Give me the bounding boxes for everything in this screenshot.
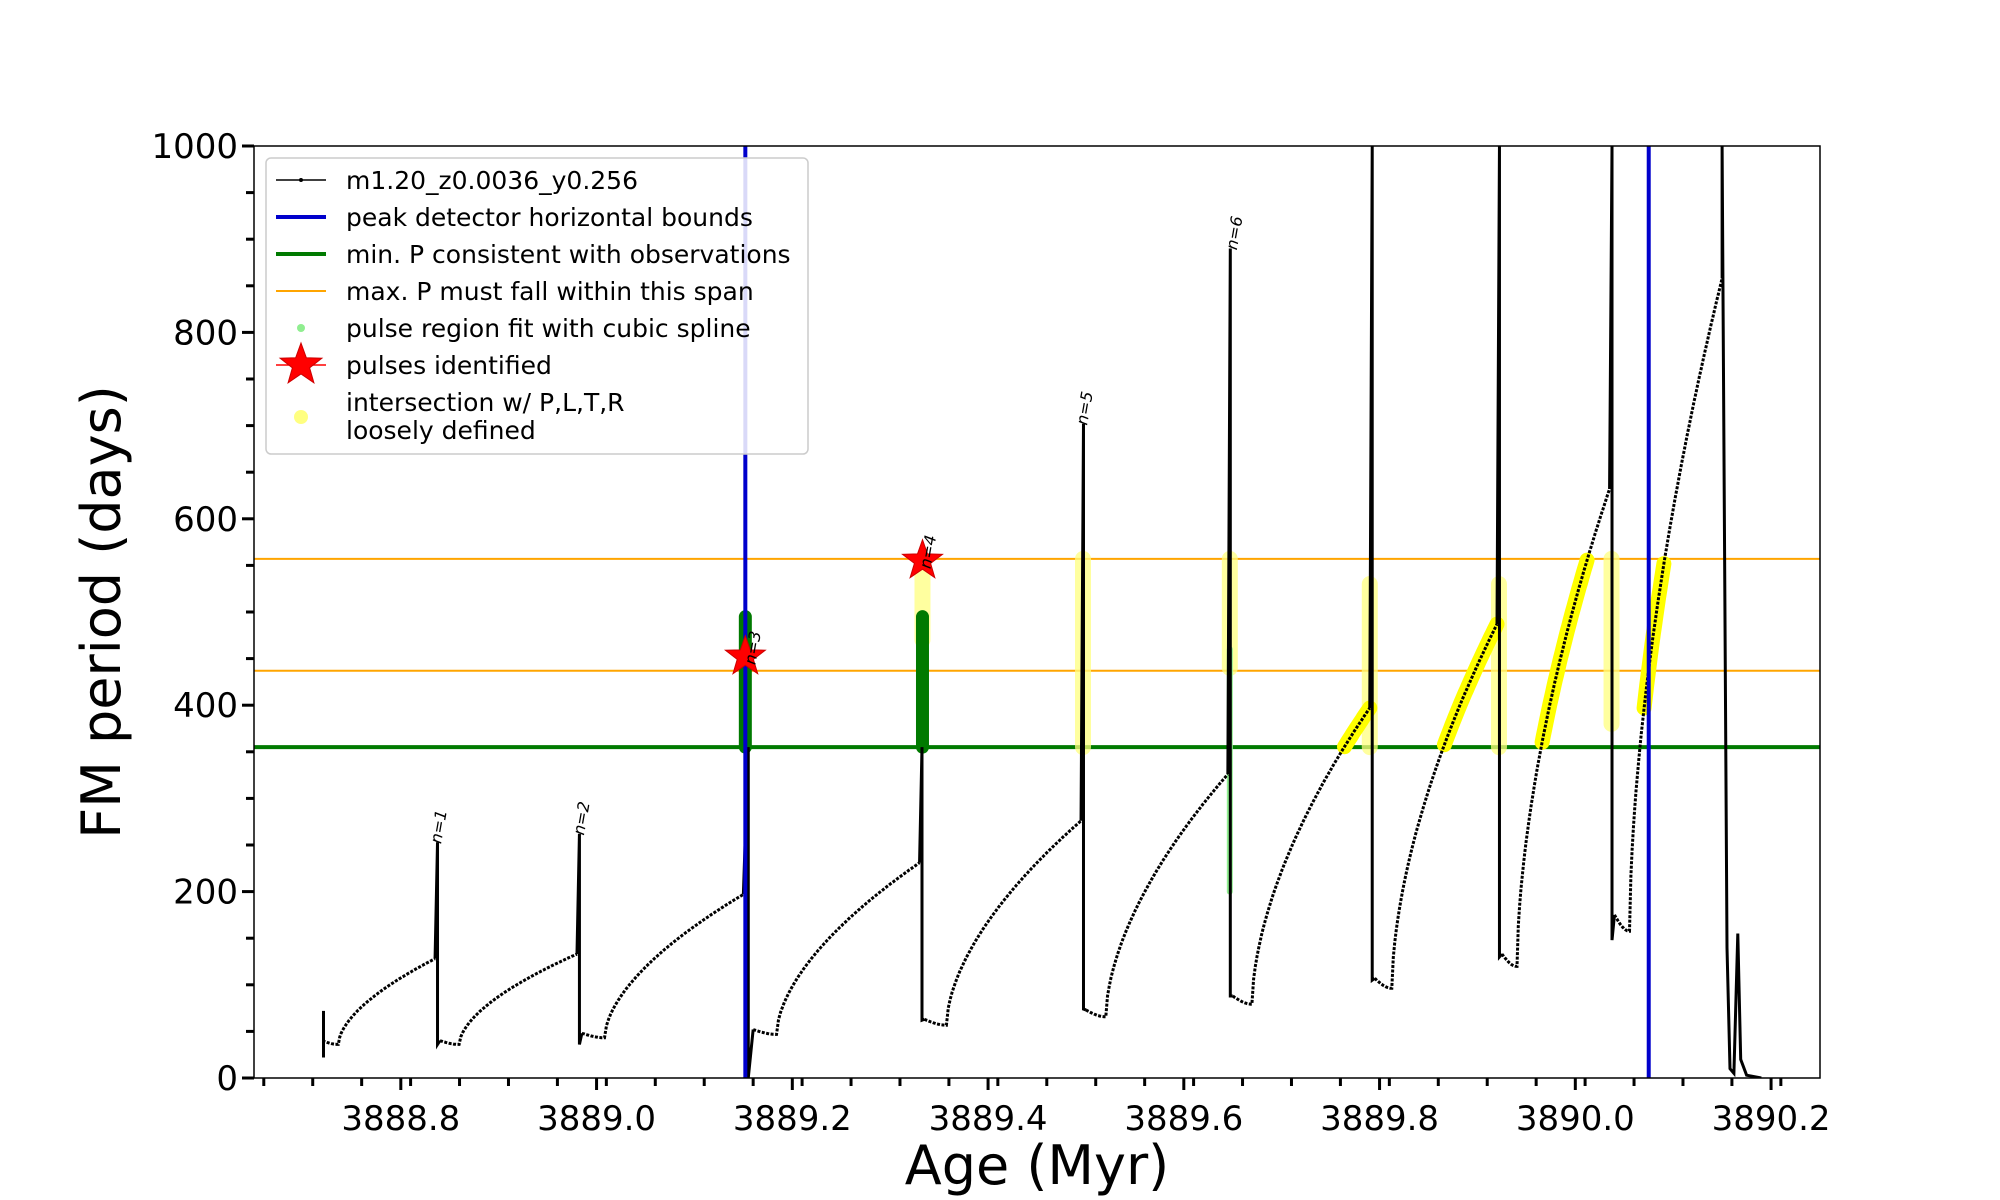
legend-label-5: pulse region fit with cubic spline bbox=[346, 314, 751, 343]
series-segment-2 bbox=[439, 952, 578, 1046]
y-tick-label-6: 1000 bbox=[151, 127, 238, 167]
y-tick-label-4: 600 bbox=[173, 500, 238, 540]
legend-label-4: max. P must fall within this span bbox=[346, 277, 754, 306]
x-tick-label-7: 3890.0 bbox=[1516, 1099, 1635, 1139]
series-segment-6 bbox=[1085, 773, 1230, 1019]
x-tick-label-8: 3890.2 bbox=[1712, 1099, 1831, 1139]
y-axis-label: FM period (days) bbox=[70, 385, 133, 839]
legend-handle-marker bbox=[299, 178, 303, 182]
pulse-label-6: n=6 bbox=[1222, 215, 1247, 252]
legend-label-3: min. P consistent with observations bbox=[346, 240, 791, 269]
pulse-label-5: n=5 bbox=[1072, 390, 1097, 427]
legend-label-2: peak detector horizontal bounds bbox=[346, 203, 753, 232]
pulse-label-2: n=2 bbox=[569, 800, 594, 837]
pulse-label-1: n=1 bbox=[426, 808, 451, 845]
x-axis-label: Age (Myr) bbox=[905, 1134, 1170, 1197]
series-spike-1 bbox=[433, 842, 442, 1050]
x-tick-label-2: 3889.0 bbox=[537, 1099, 656, 1139]
axes: 0 200 400 600 800 1000 3888.8 3889.0 3889.2 3889.… bbox=[151, 127, 1830, 1139]
legend-handle-dot bbox=[294, 410, 308, 424]
x-tick-label-1: 3888.8 bbox=[341, 1099, 460, 1139]
series-spike-6 bbox=[1226, 248, 1233, 998]
pulse-star-2 bbox=[901, 538, 944, 579]
series-segment-7 bbox=[1231, 707, 1372, 1006]
y-tick-label-2: 200 bbox=[173, 873, 238, 913]
series-segment-8 bbox=[1373, 623, 1499, 990]
legend-label-7-line2: loosely defined bbox=[346, 416, 536, 445]
legend-handle-dot bbox=[297, 324, 305, 332]
legend-label-7: intersection w/ P,L,T,R bbox=[346, 388, 625, 417]
legend-handle-star bbox=[278, 341, 324, 384]
series-spike-4 bbox=[918, 747, 925, 1023]
x-tick-label-3: 3889.2 bbox=[733, 1099, 852, 1139]
series-spike-9 bbox=[1608, 146, 1616, 941]
series-segment-3 bbox=[581, 893, 745, 1040]
series-segment-9 bbox=[1500, 488, 1612, 968]
series-spike-8 bbox=[1495, 146, 1504, 961]
y-tick-label-5: 800 bbox=[173, 313, 238, 353]
plot-area: n=1 n=2n=3n=4n=5n=6 bbox=[254, 146, 1820, 1078]
y-tick-label-1: 0 bbox=[216, 1059, 238, 1099]
series-segment-4 bbox=[752, 861, 921, 1036]
pulse-star-1 bbox=[723, 634, 767, 675]
legend-label-6: pulses identified bbox=[346, 351, 552, 380]
legend-label-1: m1.20_z0.0036_y0.256 bbox=[346, 166, 638, 195]
legend-box bbox=[265, 157, 809, 455]
y-tick-label-3: 400 bbox=[173, 686, 238, 726]
series-spike-7 bbox=[1368, 146, 1376, 984]
series-segment-10 bbox=[1613, 277, 1724, 933]
series-spike-5 bbox=[1079, 423, 1087, 1012]
pulse-label-4: n=4 bbox=[916, 533, 941, 570]
series-segment-5 bbox=[923, 819, 1083, 1027]
series-segment-1 bbox=[321, 957, 436, 1046]
x-tick-label-6: 3889.8 bbox=[1320, 1099, 1439, 1139]
x-tick-label-5: 3889.6 bbox=[1124, 1099, 1243, 1139]
x-tick-label-4: 3889.4 bbox=[929, 1099, 1048, 1139]
series-spike-2 bbox=[575, 833, 584, 1045]
series-tail bbox=[1720, 146, 1762, 1078]
